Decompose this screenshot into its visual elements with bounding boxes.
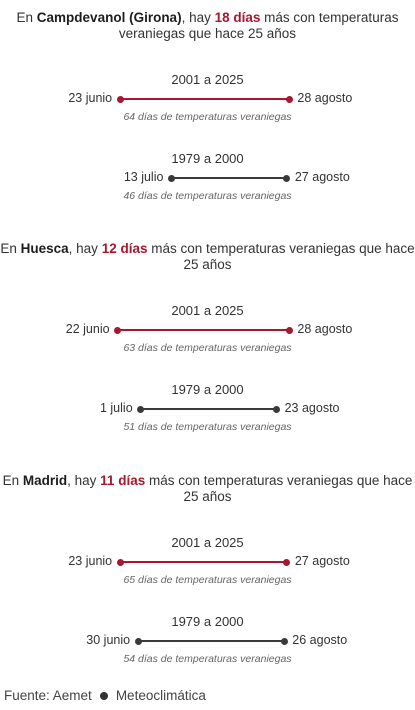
headline-text: En <box>2 473 23 488</box>
range-end-dot <box>283 174 291 182</box>
place-name: Campdevanol (Girona) <box>36 10 182 25</box>
days-caption: 46 días de temperaturas veraniegas <box>123 190 292 202</box>
range-line <box>140 408 277 410</box>
range-end-label: 28 agosto <box>297 91 353 105</box>
source-text: Fuente: Aemet <box>4 688 92 703</box>
range-end-label: 26 agosto <box>292 633 348 647</box>
range-line <box>120 561 287 563</box>
section-headline: En Campdevanol (Girona), hay 18 días más… <box>0 10 415 42</box>
range-end-label: 27 agosto <box>294 554 350 568</box>
days-caption: 65 días de temperaturas veraniegas <box>123 574 292 586</box>
separator-dot-icon <box>99 691 108 700</box>
range-start-dot <box>116 95 124 103</box>
period-label: 2001 a 2025 <box>171 535 244 550</box>
place-name: Huesca <box>20 241 69 256</box>
days-difference: 11 días <box>100 473 146 488</box>
range-start-label: 22 junio <box>65 322 110 336</box>
place-name: Madrid <box>22 473 68 488</box>
range-line <box>138 640 285 642</box>
range-end-label: 28 agosto <box>297 322 353 336</box>
footer: Fuente: Aemet Meteoclimática <box>4 688 206 703</box>
days-caption: 51 días de temperaturas veraniegas <box>123 421 292 433</box>
headline-text: En <box>0 241 21 256</box>
range-start-label: 23 junio <box>68 554 113 568</box>
range-end-label: 27 agosto <box>294 170 350 184</box>
headline-text: , hay <box>181 10 215 25</box>
range-start-label: 1 julio <box>99 401 133 415</box>
headline-text: , hay <box>68 241 102 256</box>
credit-text: Meteoclimática <box>115 688 206 703</box>
days-caption: 54 días de temperaturas veraniegas <box>123 653 292 665</box>
range-start-dot <box>114 326 122 334</box>
range-end-label: 23 agosto <box>284 401 340 415</box>
range-start-label: 30 junio <box>86 633 131 647</box>
range-end-dot <box>285 95 293 103</box>
period-label: 1979 a 2000 <box>171 614 244 629</box>
range-start-dot <box>116 558 124 566</box>
range-start-label: 23 junio <box>68 91 113 105</box>
range-end-dot <box>273 405 281 413</box>
range-start-dot <box>134 637 142 645</box>
headline-text: más con temperaturas veraniegas que hace… <box>145 473 413 504</box>
headline-text: más con temperaturas veraniegas que hace… <box>147 241 415 272</box>
days-caption: 63 días de temperaturas veraniegas <box>123 342 292 354</box>
range-start-dot <box>167 174 175 182</box>
range-line <box>171 177 287 179</box>
range-line <box>120 98 290 100</box>
period-label: 2001 a 2025 <box>171 303 244 318</box>
range-line <box>117 329 290 331</box>
range-start-dot <box>137 405 145 413</box>
headline-text: En <box>16 10 37 25</box>
period-label: 2001 a 2025 <box>171 72 244 87</box>
days-difference: 18 días <box>214 10 261 25</box>
headline-text: , hay <box>67 473 101 488</box>
days-caption: 64 días de temperaturas veraniegas <box>123 111 292 123</box>
period-label: 1979 a 2000 <box>171 151 244 166</box>
days-difference: 12 días <box>101 241 148 256</box>
range-end-dot <box>283 558 291 566</box>
period-label: 1979 a 2000 <box>171 382 244 397</box>
section-headline: En Madrid, hay 11 días más con temperatu… <box>0 473 415 505</box>
range-end-dot <box>285 326 293 334</box>
range-start-label: 13 julio <box>123 170 164 184</box>
headline-text: más con temperaturas veraniegas que hace… <box>118 10 399 41</box>
range-end-dot <box>280 637 288 645</box>
section-headline: En Huesca, hay 12 días más con temperatu… <box>0 241 415 273</box>
